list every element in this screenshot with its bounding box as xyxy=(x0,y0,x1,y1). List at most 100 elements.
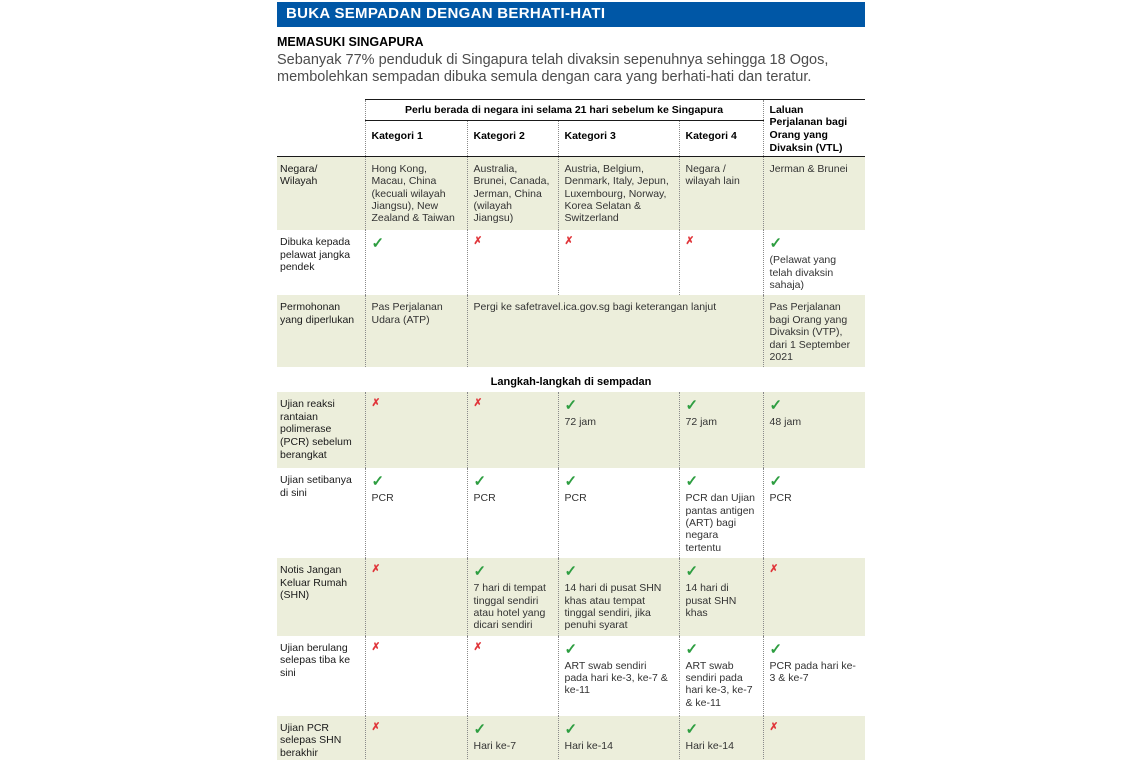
table-cell: Austria, Belgium, Denmark, Italy, Jepun,… xyxy=(557,156,679,231)
cross-icon: ✗ xyxy=(371,563,381,576)
table-cell: ✓ 72 jam xyxy=(678,392,764,469)
cell-text: PCR xyxy=(769,492,792,505)
check-icon: ✓ xyxy=(473,720,487,738)
table-cell: ✓ 14 hari di pusat SHN khas xyxy=(678,558,764,636)
header-spacer xyxy=(277,99,365,120)
row-label: Ujian berulang selepas tiba ke sini xyxy=(280,641,351,679)
section-subtitle: MEMASUKI SINGAPURA xyxy=(277,35,424,49)
table-cell: ✓ 48 jam xyxy=(762,392,866,469)
table-cell: ✗ xyxy=(466,230,558,296)
table-subheader-row: Kategori 1 Kategori 2 Kategori 3 Kategor… xyxy=(277,120,865,157)
table-cell: ✗ xyxy=(678,230,764,296)
table-header-row: Perlu berada di negara ini selama 21 har… xyxy=(277,98,866,157)
table-cell: ✓ ART swab sendiri pada hari ke-3, ke-7 &… xyxy=(678,635,764,716)
row-label: Permohonan yang diperlukan xyxy=(277,295,365,368)
row-label: Ujian PCR selepas SHN berakhir xyxy=(277,715,365,760)
check-icon: ✓ xyxy=(473,563,487,581)
page-title: BUKA SEMPADAN DENGAN BERHATI-HATI xyxy=(286,5,606,22)
table-cell: ✗ xyxy=(466,635,558,716)
table-row: Negara/ Wilayah Hong Kong, Macau, China … xyxy=(277,156,866,231)
cell-text: Hong Kong, Macau, China (kecuali wilayah… xyxy=(371,162,455,225)
column-header-kategori-2: Kategori 2 xyxy=(466,120,558,157)
column-header-kategori-3: Kategori 3 xyxy=(557,120,679,157)
table-cell: Australia, Brunei, Canada, Jerman, China… xyxy=(466,156,558,231)
cell-text: 72 jam xyxy=(685,416,718,429)
cell-text: Hari ke-7 xyxy=(473,739,517,752)
check-icon: ✓ xyxy=(371,235,385,253)
cross-icon: ✗ xyxy=(564,235,574,248)
vtl-column-header: Laluan Perjalanan bagi Orang yang Divaks… xyxy=(762,98,866,157)
intro-text: Sebanyak 77% penduduk di Singapura telah… xyxy=(277,52,829,86)
cell-text: 48 jam xyxy=(769,416,802,429)
table-cell: ✓ PCR xyxy=(466,468,558,559)
row-label: Ujian reaksi rantaian polimerase (PCR) s… xyxy=(277,392,365,469)
row-label: Negara/ Wilayah xyxy=(277,156,365,231)
cell-text: Negara / wilayah lain xyxy=(685,162,740,188)
check-icon: ✓ xyxy=(564,720,578,738)
table-cell: ✓ PCR xyxy=(557,468,679,559)
table-row: Ujian berulang selepas tiba ke sini ✗ ✗ … xyxy=(277,635,866,716)
check-icon: ✓ xyxy=(685,397,699,415)
check-icon: ✓ xyxy=(564,563,578,581)
column-header-kategori-4: Kategori 4 xyxy=(678,120,764,157)
cell-text: Hari ke-14 xyxy=(685,739,734,752)
table-cell: ✗ xyxy=(762,558,866,636)
cross-icon: ✗ xyxy=(371,640,381,653)
table-cell: ✓ PCR xyxy=(364,468,467,559)
check-icon: ✓ xyxy=(685,473,699,491)
table-cell: ✓ 7 hari di tempat tinggal sendiri atau h… xyxy=(466,558,558,636)
header-spacer xyxy=(277,120,365,157)
cross-icon: ✗ xyxy=(371,397,381,410)
check-icon: ✓ xyxy=(769,235,783,253)
check-icon: ✓ xyxy=(564,397,578,415)
check-icon: ✓ xyxy=(371,473,385,491)
table-cell: ✓ PCR dan Ujian pantas antigen (ART) bagi… xyxy=(678,468,764,559)
check-icon: ✓ xyxy=(685,720,699,738)
table-cell: ✓ (Pelawat yang telah divaksin sahaja) xyxy=(762,230,866,296)
table-cell: ✓ 72 jam xyxy=(557,392,679,469)
cell-text: 7 hari di tempat tinggal sendiri atau ho… xyxy=(473,582,546,632)
table-cell: ✗ xyxy=(762,715,866,760)
check-icon: ✓ xyxy=(564,473,578,491)
cell-text: ART swab sendiri pada hari ke-3, ke-7 & … xyxy=(564,659,668,697)
column-header-kategori-1: Kategori 1 xyxy=(364,120,467,157)
table-cell: ✓ PCR pada hari ke-3 & ke-7 xyxy=(762,635,866,716)
check-icon: ✓ xyxy=(685,563,699,581)
cell-text: PCR xyxy=(473,492,496,505)
cell-text: PCR xyxy=(564,492,587,505)
cross-icon: ✗ xyxy=(371,720,381,733)
cell-text: PCR pada hari ke-3 & ke-7 xyxy=(769,659,856,685)
cell-text: 14 hari di pusat SHN khas xyxy=(685,582,737,619)
cell-text: Austria, Belgium, Denmark, Italy, Jepun,… xyxy=(564,162,669,225)
table-cell: Negara / wilayah lain xyxy=(678,156,764,231)
cross-icon: ✗ xyxy=(473,640,483,653)
cell-text: (Pelawat yang telah divaksin sahaja) xyxy=(769,254,837,292)
check-icon: ✓ xyxy=(564,640,578,658)
cross-icon: ✗ xyxy=(473,397,483,410)
table-cell: ✗ xyxy=(364,715,467,760)
table-row: Permohonan yang diperlukan Pas Perjalana… xyxy=(277,295,866,368)
table-cell: Pas Perjalanan Udara (ATP) xyxy=(364,295,467,368)
infographic: BUKA SEMPADAN DENGAN BERHATI-HATI MEMASU… xyxy=(277,2,866,760)
row-label: Notis Jangan Keluar Rumah (SHN) xyxy=(277,558,365,636)
check-icon: ✓ xyxy=(473,473,487,491)
cell-text: 14 hari di pusat SHN khas atau tempat ti… xyxy=(564,582,662,632)
cell-text: PCR dan Ujian pantas antigen (ART) bagi … xyxy=(685,492,755,554)
section-header: Langkah-langkah di sempadan xyxy=(490,376,652,389)
table-row: Ujian reaksi rantaian polimerase (PCR) s… xyxy=(277,392,866,469)
table-row: Notis Jangan Keluar Rumah (SHN) ✗ ✓ 7 har… xyxy=(277,558,866,636)
check-icon: ✓ xyxy=(769,473,783,491)
row-label: Dibuka kepada pelawat jangka pendek xyxy=(280,236,351,274)
cell-text: Pergi ke safetravel.ica.gov.sg bagi kete… xyxy=(473,301,717,314)
check-icon: ✓ xyxy=(769,640,783,658)
entry-requirements-table: Perlu berada di negara ini selama 21 har… xyxy=(277,98,866,760)
cell-text: Australia, Brunei, Canada, Jerman, China… xyxy=(473,162,550,225)
table-cell: ✗ xyxy=(364,635,467,716)
table-cell: ✓ Hari ke-7 xyxy=(466,715,558,760)
table-cell: ✓ Hari ke-14 xyxy=(557,715,679,760)
title-bar: BUKA SEMPADAN DENGAN BERHATI-HATI xyxy=(277,2,865,27)
table-cell: ✗ xyxy=(557,230,679,296)
table-row: Ujian PCR selepas SHN berakhir ✗ ✓ Hari k… xyxy=(277,715,866,760)
table-row: Ujian setibanya di sini ✓ PCR ✓ PCR ✓ PCR ✓… xyxy=(277,468,866,559)
